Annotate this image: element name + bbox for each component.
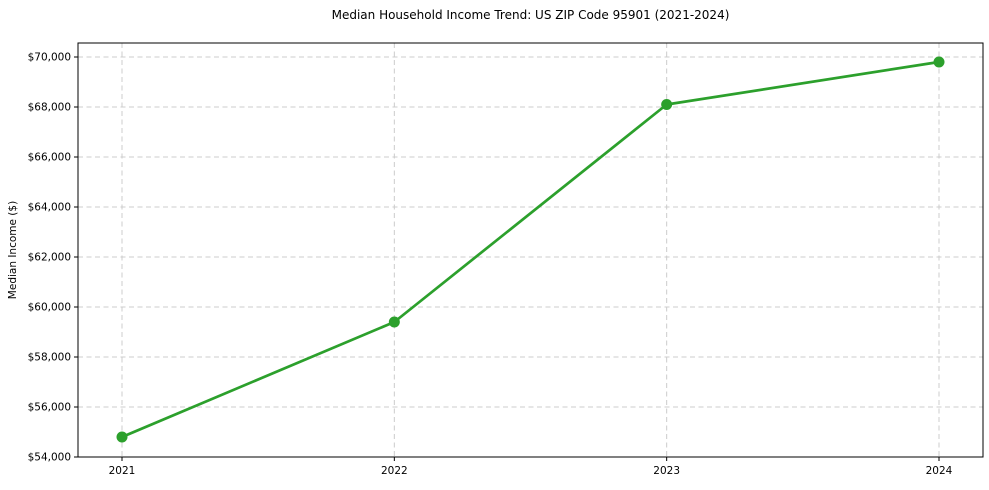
data-point-2021 bbox=[116, 431, 128, 443]
data-point-2022 bbox=[388, 316, 400, 328]
y-tick-label: $60,000 bbox=[28, 302, 71, 314]
y-tick-label: $70,000 bbox=[28, 52, 71, 64]
x-tick-label: 2023 bbox=[653, 465, 680, 477]
data-point-2023 bbox=[661, 99, 673, 110]
y-tick-label: $64,000 bbox=[28, 202, 71, 214]
x-tick-label: 2024 bbox=[926, 465, 953, 477]
y-tick-label: $68,000 bbox=[28, 102, 71, 114]
y-axis-label: Median Income ($) bbox=[7, 200, 19, 300]
x-tick-label: 2021 bbox=[109, 465, 136, 477]
y-tick-label: $58,000 bbox=[28, 352, 71, 364]
data-point-2024 bbox=[933, 56, 945, 68]
y-tick-label: $54,000 bbox=[28, 452, 71, 464]
y-tick-label: $56,000 bbox=[28, 402, 71, 414]
trend-line bbox=[120, 60, 941, 439]
chart-title: Median Household Income Trend: US ZIP Co… bbox=[331, 8, 730, 22]
y-tick-label: $62,000 bbox=[28, 252, 71, 264]
y-tick-label: $66,000 bbox=[28, 152, 71, 164]
plot-border bbox=[77, 42, 984, 458]
x-tick-label: 2022 bbox=[381, 465, 408, 477]
